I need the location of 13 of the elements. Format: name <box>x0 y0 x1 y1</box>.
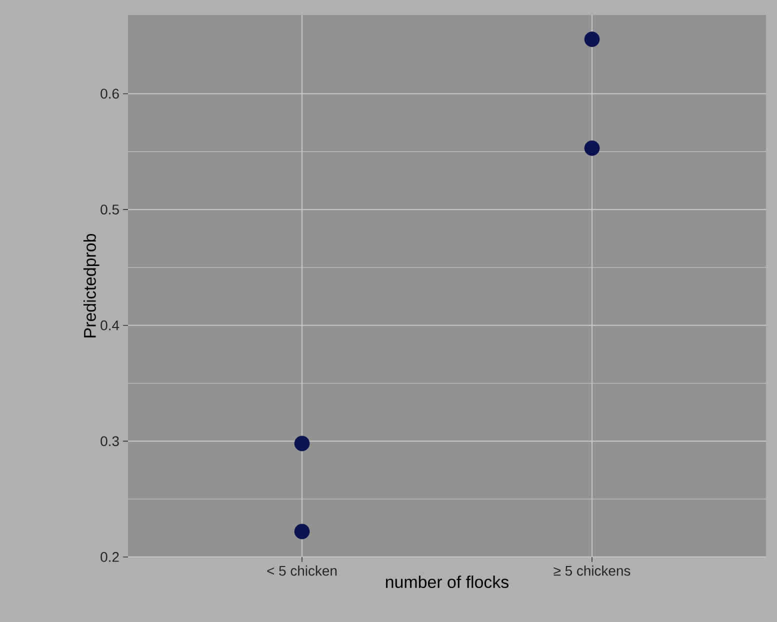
point <box>294 524 310 540</box>
y-axis-title: Predictedprob <box>83 234 100 338</box>
point <box>584 140 600 156</box>
y-tick-label: 0.5 <box>100 204 119 214</box>
x-tick-label: < 5 chicken <box>267 566 337 576</box>
x-axis-title: number of flocks <box>386 576 508 588</box>
x-tick-label: ≥ 5 chickens <box>554 566 630 576</box>
y-tick-label: 0.6 <box>100 88 119 99</box>
point <box>294 436 310 452</box>
point <box>584 32 600 48</box>
y-tick-label: 0.4 <box>100 320 120 330</box>
y-tick-label: 0.2 <box>100 552 119 562</box>
y-tick-label: 0.3 <box>100 436 119 446</box>
